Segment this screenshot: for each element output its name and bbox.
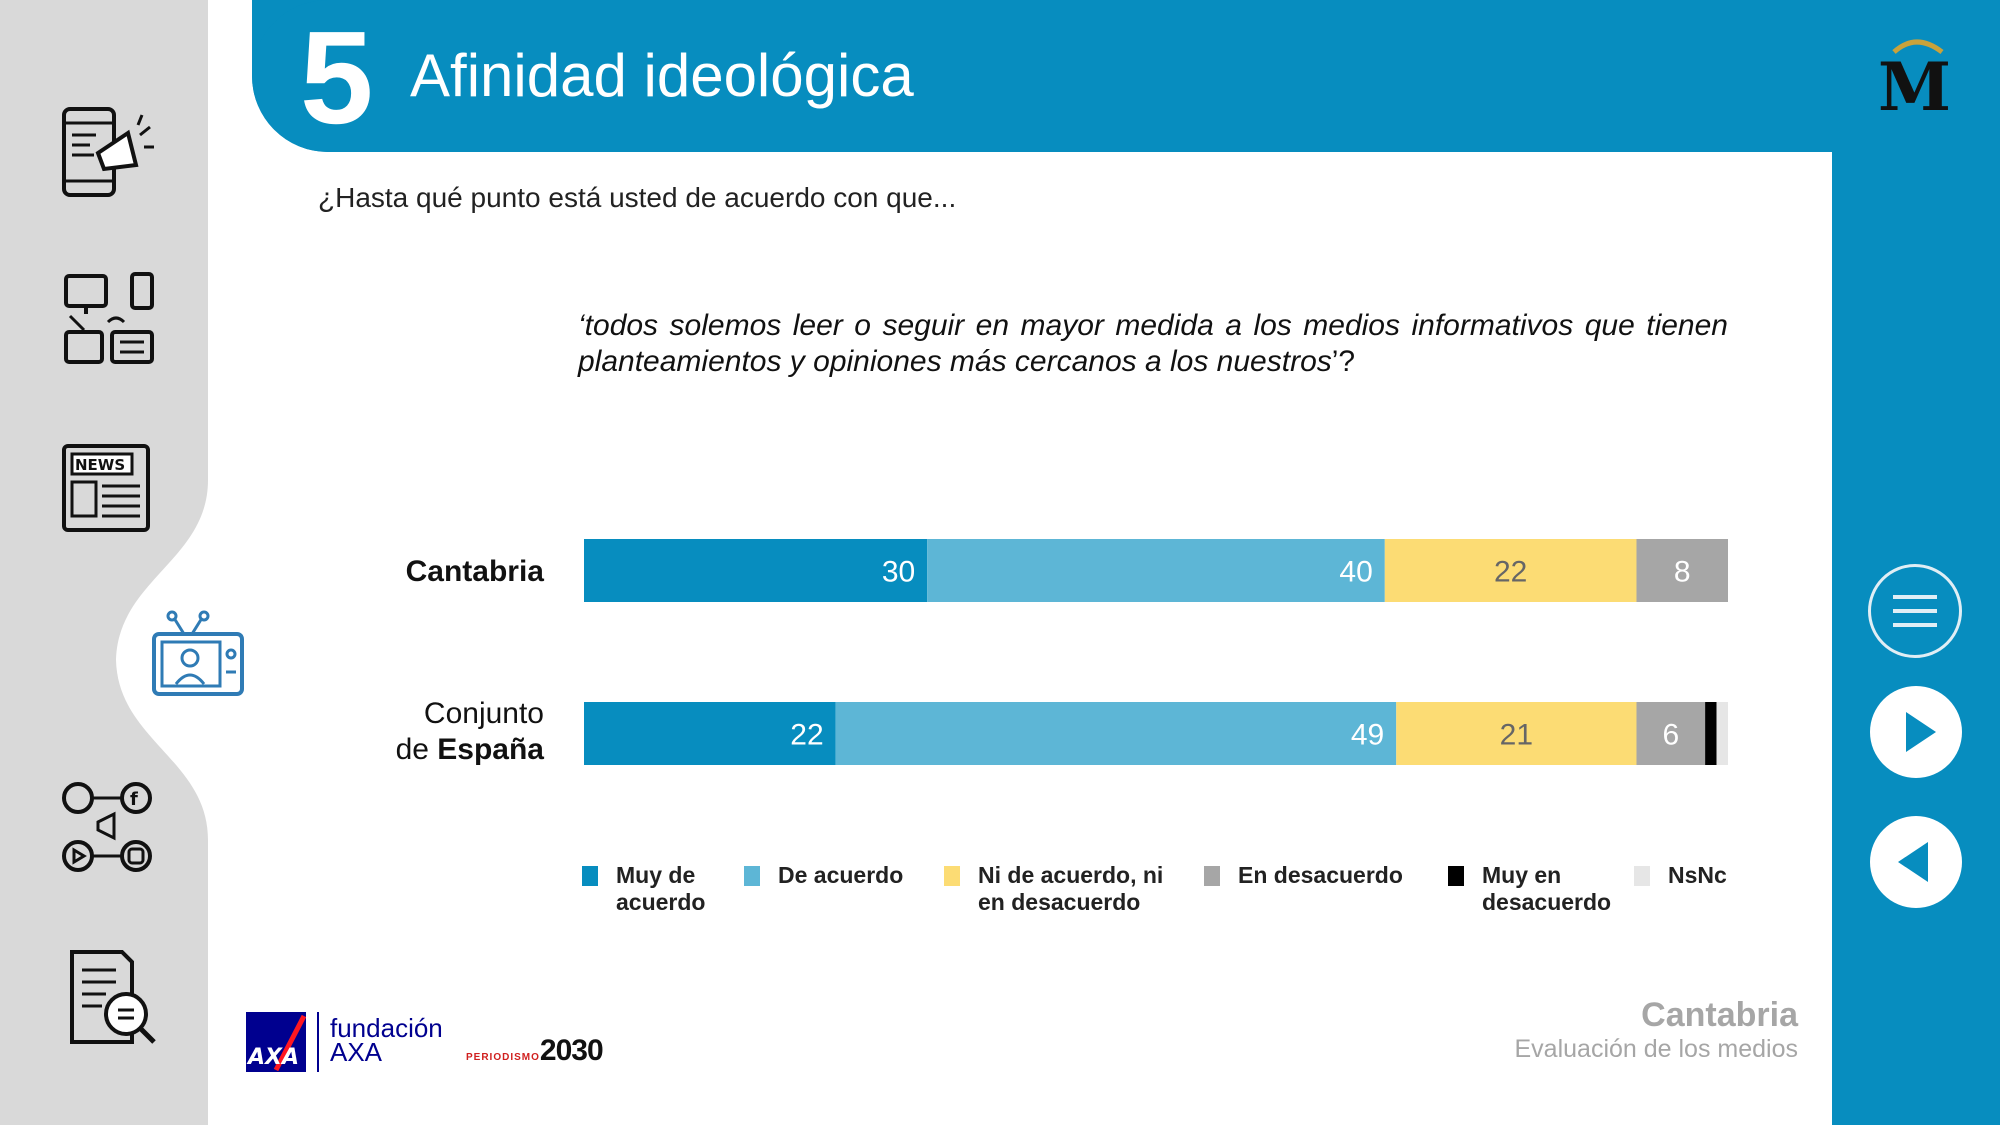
bar-segment [1716, 702, 1728, 765]
next-icon[interactable] [1870, 686, 1962, 778]
bar-segment [835, 702, 1397, 765]
legend-swatch [1634, 866, 1650, 886]
bar-segment [1705, 702, 1717, 765]
axa-logo[interactable]: AXA [246, 1012, 307, 1072]
social-media-icon[interactable]: f [58, 778, 158, 878]
legend-label: NsNc [1668, 862, 1727, 888]
legend-item-nsnc: NsNc [1634, 862, 1727, 889]
data-label: 40 [1339, 556, 1372, 589]
page-title: Afinidad ideológica [410, 42, 914, 109]
document-search-icon[interactable] [66, 948, 166, 1048]
row-label-espana: Conjunto de España [395, 697, 544, 766]
data-label: 49 [1351, 719, 1384, 752]
header-banner [252, 0, 2000, 152]
svg-text:f: f [130, 789, 138, 810]
data-label: 22 [1494, 556, 1527, 589]
data-label: 30 [882, 556, 915, 589]
bar-segment [584, 539, 928, 602]
bar-segment [1636, 539, 1728, 602]
data-label: 6 [1662, 719, 1679, 752]
section-number: 5 [300, 4, 374, 151]
legend-item-muy-en-desacuerdo: Muy en desacuerdo [1448, 862, 1611, 916]
row-label-cantabria: Cantabria [405, 555, 544, 588]
tv-presenter-icon[interactable] [148, 608, 248, 708]
statement-open-quote: ‘ [578, 309, 585, 342]
legend-label: En desacuerdo [1238, 862, 1403, 888]
legend-label: Ni de acuerdo, ni en desacuerdo [978, 862, 1164, 915]
data-label: 21 [1500, 719, 1533, 752]
fundacion-axa-text: fundación AXA [330, 1013, 443, 1067]
right-navigation-bar [1832, 0, 2000, 1125]
logo-divider [317, 1012, 319, 1072]
brand-logo-letter: M [1878, 48, 1951, 124]
legend-swatch [1204, 866, 1220, 886]
periodismo-2030-logo[interactable]: PERIODISMO2030 [466, 1034, 604, 1067]
bar-segment [1636, 702, 1706, 765]
previous-icon[interactable] [1870, 816, 1962, 908]
svg-text:NEWS: NEWS [75, 456, 125, 474]
survey-question: ¿Hasta qué punto está usted de acuerdo c… [318, 182, 957, 213]
statement-text: todos solemos leer o seguir en mayor med… [578, 309, 1728, 378]
brand-logo[interactable]: M [1876, 34, 1956, 126]
axa-logo-text: AXA [246, 1045, 299, 1070]
legend-item-de-acuerdo: De acuerdo [744, 862, 903, 889]
legend-label: Muy de acuerdo [616, 862, 706, 915]
legend-label: De acuerdo [778, 862, 904, 888]
legend-swatch [582, 866, 598, 886]
bar-segment [1384, 539, 1637, 602]
phone-megaphone-icon[interactable] [58, 103, 158, 203]
footer-region-name: Cantabria [1641, 996, 1798, 1034]
survey-statement: ‘todos solemos leer o seguir en mayor me… [578, 308, 1728, 380]
bar-segment [584, 702, 836, 765]
legend-swatch [744, 866, 760, 886]
legend-item-en-desacuerdo: En desacuerdo [1204, 862, 1403, 889]
bar-segment [927, 539, 1385, 602]
legend-swatch [1448, 866, 1464, 886]
footer-region-info: Cantabria Evaluación de los medios [1515, 996, 1799, 1064]
data-label: 8 [1674, 556, 1691, 589]
newspaper-icon[interactable]: NEWS [58, 438, 158, 538]
devices-icon[interactable] [58, 268, 158, 368]
data-label: 22 [790, 719, 823, 752]
legend-item-muy-de-acuerdo: Muy de acuerdo [582, 862, 705, 916]
chart-legend: Muy de acuerdo De acuerdo Ni de acuerdo, … [582, 862, 1782, 932]
legend-item-ni: Ni de acuerdo, ni en desacuerdo [944, 862, 1163, 916]
legend-swatch [944, 866, 960, 886]
footer-subtitle: Evaluación de los medios [1514, 1035, 1799, 1063]
menu-icon[interactable] [1868, 564, 1962, 658]
statement-close: ’? [1331, 345, 1356, 378]
bar-segment [1396, 702, 1637, 765]
legend-label: Muy en desacuerdo [1482, 862, 1612, 915]
